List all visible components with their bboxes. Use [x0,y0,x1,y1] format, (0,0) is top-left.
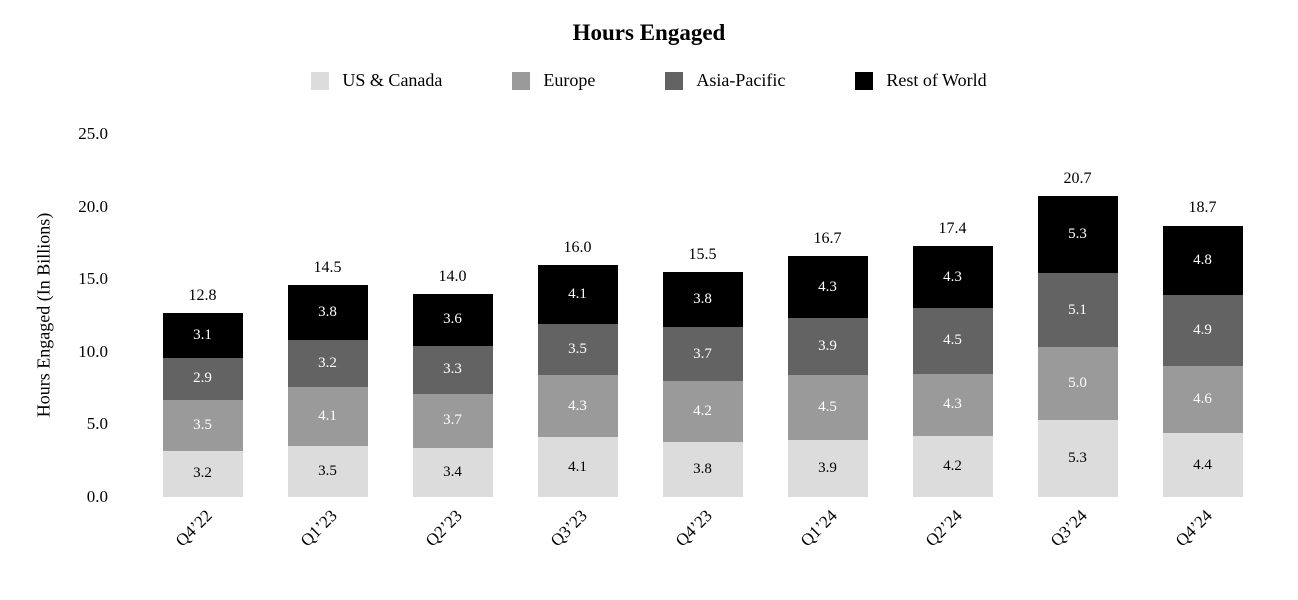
bar-total-label: 14.0 [438,267,467,285]
bar-total-label: 15.5 [688,245,717,263]
bar-total-label: 14.5 [313,259,342,277]
bar-total-label: 20.7 [1063,170,1092,188]
y-tick-label: 0.0 [86,487,108,506]
bar: 4.1 4.3 3.5 4.1 [537,264,618,497]
bar-segment: 4.4 [1162,433,1243,497]
bar-segment: 3.8 [662,441,743,497]
x-tick-label: Q1’24 [796,506,841,551]
bar-segment: 4.1 [537,264,618,325]
bar: 5.3 5.0 5.1 5.3 [1037,196,1118,497]
legend-item: Europe [512,70,595,91]
bar-segment: 4.2 [912,436,993,497]
legend-label: Rest of World [886,70,987,90]
bar-segment: 3.5 [287,446,368,497]
chart-title: Hours Engaged [572,20,726,45]
legend-label: Asia-Pacific [696,70,786,90]
bar-total-label: 18.7 [1188,199,1217,217]
y-tick-label: 25.0 [78,124,108,143]
bar-segment: 3.9 [787,440,868,497]
legend-item: US & Canada [311,70,442,91]
bar-segment: 3.8 [662,271,743,328]
bar-segment: 5.0 [1037,347,1118,421]
bar-segment: 3.8 [287,285,368,341]
bar-segment: 4.5 [912,308,993,374]
bar: 3.4 3.7 3.3 3.6 [412,293,493,497]
bar-segment: 4.9 [1162,295,1243,367]
y-tick-label: 10.0 [78,341,108,361]
bar-segment: 3.4 [412,447,493,497]
x-tick-label: Q4’23 [671,506,716,551]
bar-segment: 4.1 [537,437,618,497]
x-tick-label: Q4’24 [1171,506,1216,551]
bar-segment: 4.5 [787,375,868,441]
bar-segment: 3.7 [662,327,743,381]
bar: 3.5 4.1 3.2 3.8 [287,285,368,497]
bar-segment: 4.3 [537,375,618,438]
x-tick-label: Q2’24 [921,506,966,551]
bar-segment: 5.3 [1037,420,1118,497]
bar-segment: 3.2 [287,340,368,387]
legend-label: Europe [543,70,596,90]
bar: 3.8 4.2 3.7 3.8 [662,271,743,497]
legend-item: Rest of World [855,70,987,91]
bar: 4.2 4.3 4.5 4.3 [912,245,993,497]
bar-segment: 3.1 [162,312,243,358]
x-tick-label: Q1’23 [296,506,341,551]
legend-label: US & Canada [342,70,443,90]
bar-segment: 5.1 [1037,273,1118,348]
bar-segment: 3.9 [787,318,868,376]
bar-segment: 4.1 [287,386,368,447]
bar-segment: 4.6 [1162,366,1243,434]
legend-swatch [512,71,531,90]
bar-segment: 3.3 [412,346,493,394]
bar-segment: 4.3 [787,256,868,319]
legend: US & Canada Europe Asia-Pacific Rest of Wor… [0,70,1298,91]
x-tick-label: Q2’23 [421,506,466,551]
plot-area: 3.2 3.5 2.9 3.1 12.8 3.5 4.1 3.2 3.8 14.5 3.4 3.7 3.… [0,134,1298,497]
x-tick-label: Q3’23 [546,506,591,551]
y-tick-label: 20.0 [78,196,108,216]
bar-segment: 3.5 [162,399,243,451]
bar-total-label: 12.8 [188,286,217,304]
legend-swatch [855,71,874,90]
bar-segment: 3.5 [537,324,618,376]
bar-segment: 4.3 [912,373,993,437]
bar-total-label: 16.7 [813,229,842,247]
x-tick-label: Q4’22 [171,506,216,551]
bar-segment: 3.2 [162,450,243,497]
bar-segment: 3.7 [412,393,493,448]
bar-segment: 3.6 [412,293,493,347]
x-tick-label: Q3’24 [1046,506,1091,551]
y-tick-label: 5.0 [86,414,108,434]
legend-swatch [311,71,330,90]
bar: 4.4 4.6 4.9 4.8 [1162,225,1243,497]
legend-item: Asia-Pacific [665,70,785,91]
bar-total-label: 16.0 [563,238,592,256]
legend-swatch [665,71,684,90]
bar: 3.9 4.5 3.9 4.3 [787,256,868,497]
bar-segment: 4.2 [662,380,743,442]
bar-segment: 4.8 [1162,225,1243,296]
bar-segment: 5.3 [1037,196,1118,274]
bar-segment: 2.9 [162,357,243,400]
bar: 3.2 3.5 2.9 3.1 [162,312,243,497]
y-tick-label: 15.0 [78,269,108,289]
bar-segment: 4.3 [912,245,993,309]
bar-total-label: 17.4 [938,219,967,237]
